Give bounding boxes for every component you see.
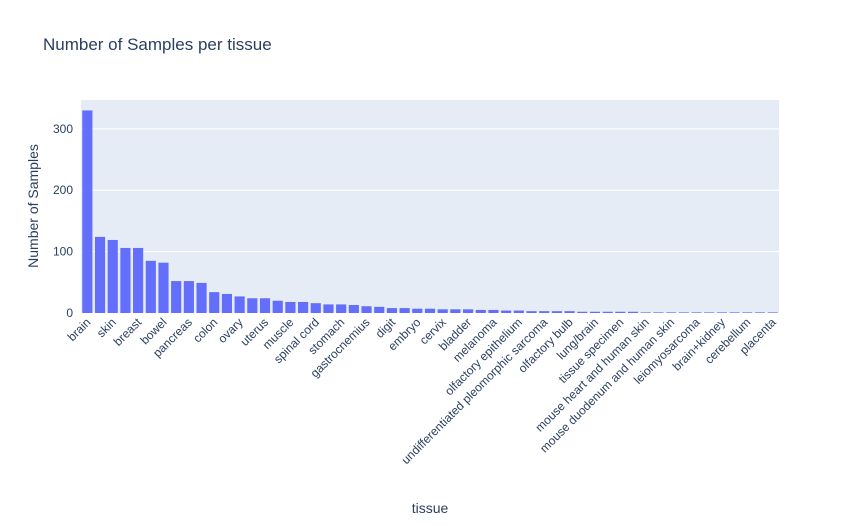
bar [399,308,410,313]
bar [627,311,639,313]
bar [691,312,702,313]
bar [285,301,296,313]
bar [615,311,626,313]
bar [336,304,347,313]
bar [513,310,524,313]
y-tick-label: 300 [53,122,73,136]
bar [767,312,778,313]
bar [539,311,550,313]
bar [437,309,448,313]
bar [666,312,677,313]
bar [209,292,220,313]
bar [259,298,271,313]
chart-title: Number of Samples per tissue [43,35,272,54]
y-tick-label: 200 [53,183,73,197]
bar [577,311,588,313]
plot-area [81,100,779,313]
bar [171,281,182,313]
bar [272,300,283,313]
bar [742,312,753,313]
bar [450,309,461,313]
bar [374,306,385,313]
bar [754,312,766,313]
y-tick-label: 0 [66,306,73,320]
bar [120,247,131,313]
bar [501,310,512,313]
bar [234,296,245,313]
bar [386,308,398,313]
x-axis-title: tissue [412,500,449,516]
bar [488,309,499,313]
bar [589,311,601,313]
bar [412,308,423,313]
bar [653,312,664,313]
bar [133,247,144,313]
bar [551,311,562,313]
bar [716,312,727,313]
bar [640,312,651,313]
bar [348,305,359,313]
bar [323,304,334,313]
bar [183,281,194,313]
bar [145,260,156,313]
bar [361,306,372,313]
y-tick-label: 100 [53,245,73,259]
x-tick-label: breast [111,315,145,349]
bar [107,239,118,313]
bar [158,262,169,313]
bar [564,311,575,313]
bar [196,282,207,313]
bar [729,312,740,313]
bar [247,298,258,313]
x-tick-label: colon [190,315,220,345]
y-axis-title: Number of Samples [25,144,41,268]
bar [462,309,474,313]
bar [475,309,486,313]
bar [526,311,537,313]
bar [424,308,436,313]
bar [82,110,93,314]
bar [94,236,106,313]
bar [298,301,309,313]
bar [221,293,233,313]
bar [310,303,321,313]
bar [602,311,613,313]
bar [678,312,689,313]
bar [704,312,715,313]
